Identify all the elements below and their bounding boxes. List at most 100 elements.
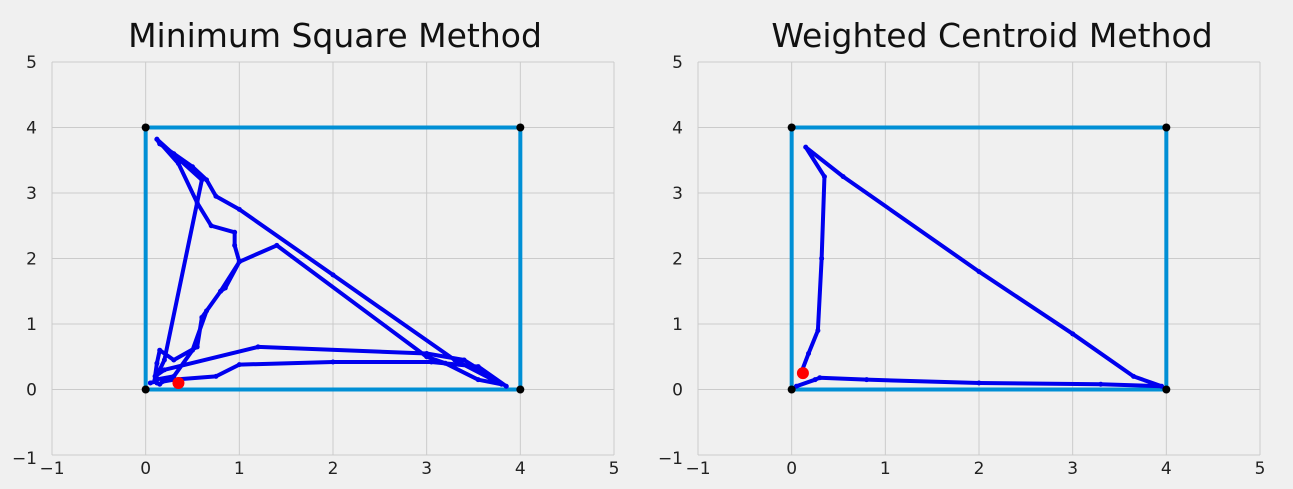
trajectory-series <box>148 137 509 389</box>
anchor-point <box>787 123 796 132</box>
trajectory-point <box>161 357 167 363</box>
trajectory-point <box>218 288 224 294</box>
trajectory-point <box>171 373 177 379</box>
chart-title: Minimum Square Method <box>128 16 542 55</box>
y-tick-label: 0 <box>672 381 683 401</box>
estimate-point <box>796 367 809 380</box>
trajectory-point <box>157 347 163 353</box>
x-tick-label: 2 <box>328 459 339 479</box>
weighted-centroid-chart: Weighted Centroid Method −1 0 1 2 3 4 5 −1 0 1 2 3 4… <box>658 16 1265 479</box>
trajectory-point <box>803 144 809 150</box>
trajectory-point <box>236 362 242 368</box>
x-tick-label: 4 <box>1161 459 1172 479</box>
trajectory-point <box>819 256 825 261</box>
trajectory-point <box>154 360 160 366</box>
trajectory-point <box>199 314 205 320</box>
y-tick-label: 2 <box>672 250 683 270</box>
y-tick-label: 0 <box>26 381 37 401</box>
trajectory-point <box>194 344 200 350</box>
x-tick-label: 1 <box>880 459 891 479</box>
y-tick-label: 4 <box>672 119 683 139</box>
trajectory-point <box>157 141 163 147</box>
x-tick-label: −1 <box>685 459 710 479</box>
trajectory-point <box>171 357 177 363</box>
x-tick-label: 0 <box>786 459 797 479</box>
y-tick-label: 1 <box>26 315 37 335</box>
trajectory-point <box>171 151 177 157</box>
anchor-point <box>1162 123 1171 132</box>
x-tick-label: −1 <box>39 459 64 479</box>
trajectory-point <box>175 161 181 167</box>
anchor-point <box>516 123 525 132</box>
x-tick-label: 3 <box>421 459 432 479</box>
x-tick-label: 0 <box>140 459 151 479</box>
trajectory-point <box>199 177 205 183</box>
x-tick-label: 4 <box>515 459 526 479</box>
y-tick-label: 4 <box>26 119 37 139</box>
x-tick-label: 3 <box>1067 459 1078 479</box>
trajectory-point <box>152 377 158 383</box>
trajectory-point <box>815 328 821 334</box>
trajectory-point <box>236 206 242 212</box>
trajectory-point <box>204 177 210 183</box>
x-tick-label: 2 <box>974 459 985 479</box>
trajectory-point <box>232 229 238 235</box>
minimum-square-chart: Minimum Square Method −1 0 1 2 3 4 5 −1 0 1 2 3 4 5 <box>12 16 619 479</box>
trajectory-point <box>255 344 261 350</box>
trajectory-point <box>232 242 238 248</box>
trajectory-point <box>503 383 509 389</box>
x-tick-label: 1 <box>234 459 245 479</box>
trajectory-point <box>976 269 982 275</box>
trajectory-point <box>194 200 200 206</box>
trajectory-point <box>428 359 434 365</box>
trajectory-point <box>424 354 430 360</box>
trajectory-point <box>204 308 210 314</box>
trajectory-point <box>452 357 458 363</box>
anchor-point <box>141 385 150 394</box>
y-tick-label: 1 <box>672 315 683 335</box>
trajectory-point <box>154 136 160 142</box>
trajectory-point <box>1131 373 1137 379</box>
x-tick-label: 5 <box>1255 459 1266 479</box>
trajectory-point <box>330 272 336 278</box>
anchor-point <box>141 123 150 132</box>
trajectory-point <box>160 379 166 385</box>
trajectory-point <box>147 380 153 386</box>
trajectory-point <box>840 174 846 180</box>
y-tick-label: 2 <box>26 250 37 270</box>
trajectory-point <box>213 373 219 379</box>
trajectory-point <box>161 367 167 373</box>
anchor-point <box>516 385 525 394</box>
trajectory-point <box>442 360 448 366</box>
trajectory-point <box>821 174 827 180</box>
anchor-point <box>1162 385 1171 394</box>
trajectory-point <box>806 350 812 356</box>
y-tick-label: −1 <box>658 449 683 469</box>
y-tick-label: 3 <box>26 184 37 204</box>
trajectory-point <box>190 164 195 170</box>
trajectory-point <box>274 242 280 248</box>
y-tick-label: 5 <box>26 53 37 73</box>
trajectory-point <box>475 377 481 383</box>
estimate-point <box>172 376 185 389</box>
y-tick-label: 5 <box>672 53 683 73</box>
trajectory-point <box>222 285 228 291</box>
trajectory-point <box>864 377 870 383</box>
trajectory-point <box>236 259 242 265</box>
trajectory-point <box>475 364 481 370</box>
trajectory-point <box>213 193 219 199</box>
trajectory-point <box>499 381 505 387</box>
trajectory-point <box>1070 331 1076 337</box>
trajectory-point <box>817 375 823 381</box>
y-tick-label: −1 <box>12 449 37 469</box>
x-tick-label: 5 <box>609 459 620 479</box>
trajectory-point <box>812 377 818 383</box>
trajectory-point <box>330 359 336 365</box>
trajectory-point <box>1098 381 1104 387</box>
chart-title: Weighted Centroid Method <box>771 16 1212 55</box>
anchor-point <box>787 385 796 394</box>
trajectory-point <box>461 357 467 363</box>
trajectory-point <box>976 380 982 386</box>
trajectory-point <box>208 223 214 229</box>
